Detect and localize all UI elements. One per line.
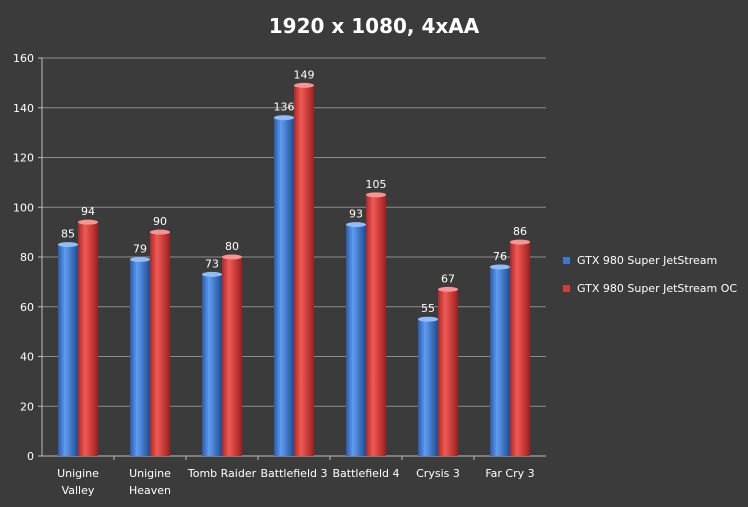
data-label-red-6: 86 (513, 225, 527, 238)
data-label-red-5: 67 (441, 272, 455, 285)
bar-top-red-2 (222, 254, 242, 260)
chart-title: 1920 x 1080, 4xAA (268, 14, 480, 38)
bar-red-2 (222, 257, 242, 456)
x-tick-label: Tomb Raider (187, 467, 257, 480)
y-tick-label: 20 (20, 400, 34, 413)
y-tick-label: 80 (20, 251, 34, 264)
data-label-red-2: 80 (225, 240, 239, 253)
x-tick-label: Heaven (129, 484, 171, 497)
data-labels: 85 94 79 90 73 80 136 149 93 105 55 67 76 86 (61, 68, 527, 315)
data-label-blue-1: 79 (133, 242, 147, 255)
bar-top-blue-3 (274, 115, 294, 121)
x-tick-label: Battlefield 4 (333, 467, 400, 480)
legend-label: GTX 980 Super JetStream OC (577, 281, 738, 295)
data-label-blue-3: 136 (274, 101, 295, 114)
x-tick-label: Unigine (57, 467, 99, 480)
legend-swatch-blue (563, 256, 570, 264)
x-tick-label: Far Cry 3 (485, 467, 534, 480)
y-tick-label: 0 (27, 450, 34, 463)
data-label-red-1: 90 (153, 215, 167, 228)
bar-red-0 (78, 222, 98, 456)
y-tick-label: 60 (20, 301, 34, 314)
y-tick-label: 120 (13, 152, 34, 165)
data-label-red-3: 149 (294, 68, 315, 81)
data-label-blue-6: 76 (493, 250, 507, 263)
bar-top-blue-2 (202, 271, 222, 277)
bar-blue-0 (58, 244, 78, 456)
bar-blue-5 (418, 319, 438, 456)
bar-top-red-1 (150, 229, 170, 235)
bar-red-5 (438, 289, 458, 456)
legend-item-series-1: GTX 980 Super JetStream (563, 253, 737, 267)
bar-top-blue-1 (130, 256, 150, 262)
bar-top-red-5 (438, 286, 458, 292)
data-label-blue-4: 93 (349, 208, 363, 221)
y-tick-label: 100 (13, 201, 34, 214)
bar-top-red-4 (366, 192, 386, 198)
bar-top-blue-5 (418, 316, 438, 322)
x-tick-label: Valley (62, 484, 95, 497)
legend: GTX 980 Super JetStream GTX 980 Super Je… (563, 253, 737, 309)
x-tick-label: Unigine (129, 467, 171, 480)
bar-top-blue-6 (490, 264, 510, 270)
data-label-blue-5: 55 (421, 302, 435, 315)
y-tick-label: 160 (13, 52, 34, 65)
bar-blue-2 (202, 274, 222, 456)
tick-labels: 0 20 40 60 80 100 120 140 160 Unigine Valley Unigin… (13, 52, 535, 497)
bar-top-blue-4 (346, 222, 366, 228)
bar-blue-6 (490, 266, 510, 456)
bar-red-1 (150, 232, 170, 456)
legend-swatch-red (563, 284, 570, 292)
legend-item-series-2: GTX 980 Super JetStream OC (563, 281, 737, 295)
data-label-red-0: 94 (81, 205, 95, 218)
bars (58, 82, 530, 457)
bar-red-4 (366, 194, 386, 456)
y-tick-label: 40 (20, 351, 34, 364)
x-tick-label: Crysis 3 (416, 467, 460, 480)
bar-top-red-3 (294, 82, 314, 88)
data-label-red-4: 105 (366, 178, 387, 191)
y-tick-label: 140 (13, 102, 34, 115)
bar-top-red-0 (78, 219, 98, 225)
bar-red-3 (294, 85, 314, 457)
bar-blue-1 (130, 259, 150, 456)
x-tick-label: Battlefield 3 (261, 467, 328, 480)
bar-blue-3 (274, 117, 294, 456)
bar-top-blue-0 (58, 242, 78, 248)
data-label-blue-0: 85 (61, 228, 75, 241)
bar-top-red-6 (510, 239, 530, 245)
legend-label: GTX 980 Super JetStream (577, 253, 718, 267)
bar-blue-4 (346, 224, 366, 456)
bar-red-6 (510, 242, 530, 456)
data-label-blue-2: 73 (205, 257, 219, 270)
